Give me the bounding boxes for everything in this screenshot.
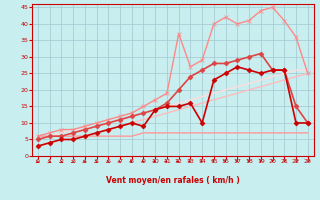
X-axis label: Vent moyen/en rafales ( km/h ): Vent moyen/en rafales ( km/h ) [106,176,240,185]
